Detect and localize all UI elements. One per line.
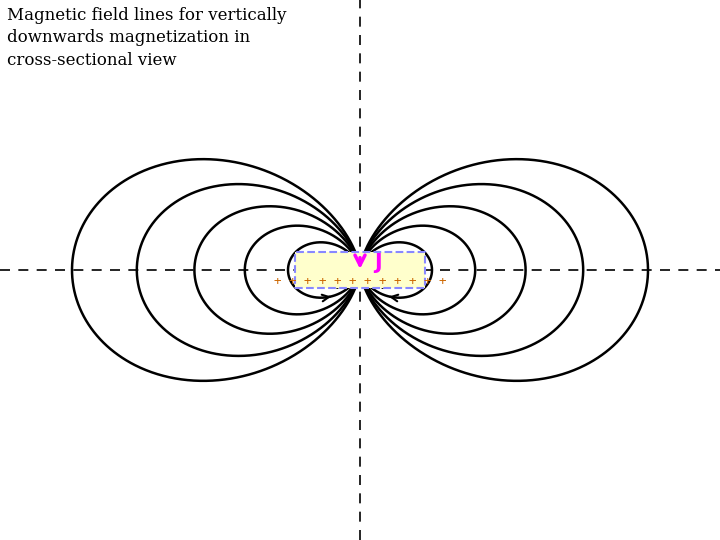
Bar (295, 252, 425, 288)
Text: J: J (374, 253, 382, 273)
Text: + + + + + + + + + + + +: + + + + + + + + + + + + (274, 275, 446, 288)
Bar (295, 252, 425, 288)
Text: Magnetic field lines for vertically
downwards magnetization in
cross-sectional v: Magnetic field lines for vertically down… (7, 7, 287, 69)
